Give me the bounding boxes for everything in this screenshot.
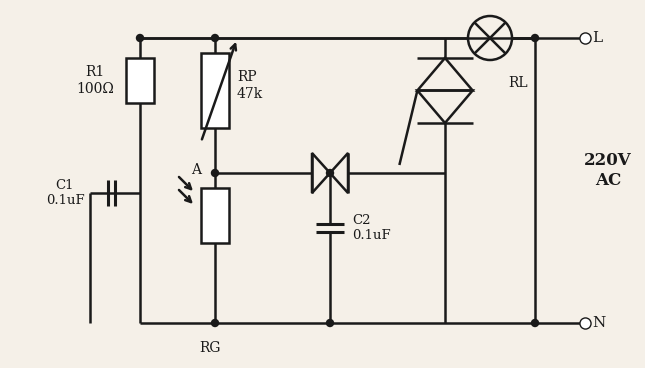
Text: RP
47k: RP 47k bbox=[237, 70, 263, 100]
Text: RL: RL bbox=[508, 76, 528, 90]
Text: C1
0.1uF: C1 0.1uF bbox=[46, 179, 84, 207]
Circle shape bbox=[212, 319, 219, 326]
FancyBboxPatch shape bbox=[126, 58, 154, 103]
Circle shape bbox=[212, 170, 219, 177]
Circle shape bbox=[326, 319, 333, 326]
Text: C2
0.1uF: C2 0.1uF bbox=[352, 214, 391, 242]
Text: L: L bbox=[592, 31, 602, 45]
Circle shape bbox=[531, 319, 539, 326]
Text: RG: RG bbox=[199, 341, 221, 355]
Text: 220V
AC: 220V AC bbox=[584, 152, 632, 189]
Circle shape bbox=[326, 170, 333, 177]
Circle shape bbox=[531, 35, 539, 42]
FancyBboxPatch shape bbox=[201, 188, 229, 243]
Circle shape bbox=[137, 35, 143, 42]
Text: R1
100Ω: R1 100Ω bbox=[76, 66, 114, 96]
Text: N: N bbox=[592, 316, 605, 330]
Circle shape bbox=[212, 35, 219, 42]
Text: A: A bbox=[191, 163, 201, 177]
FancyBboxPatch shape bbox=[201, 53, 229, 128]
